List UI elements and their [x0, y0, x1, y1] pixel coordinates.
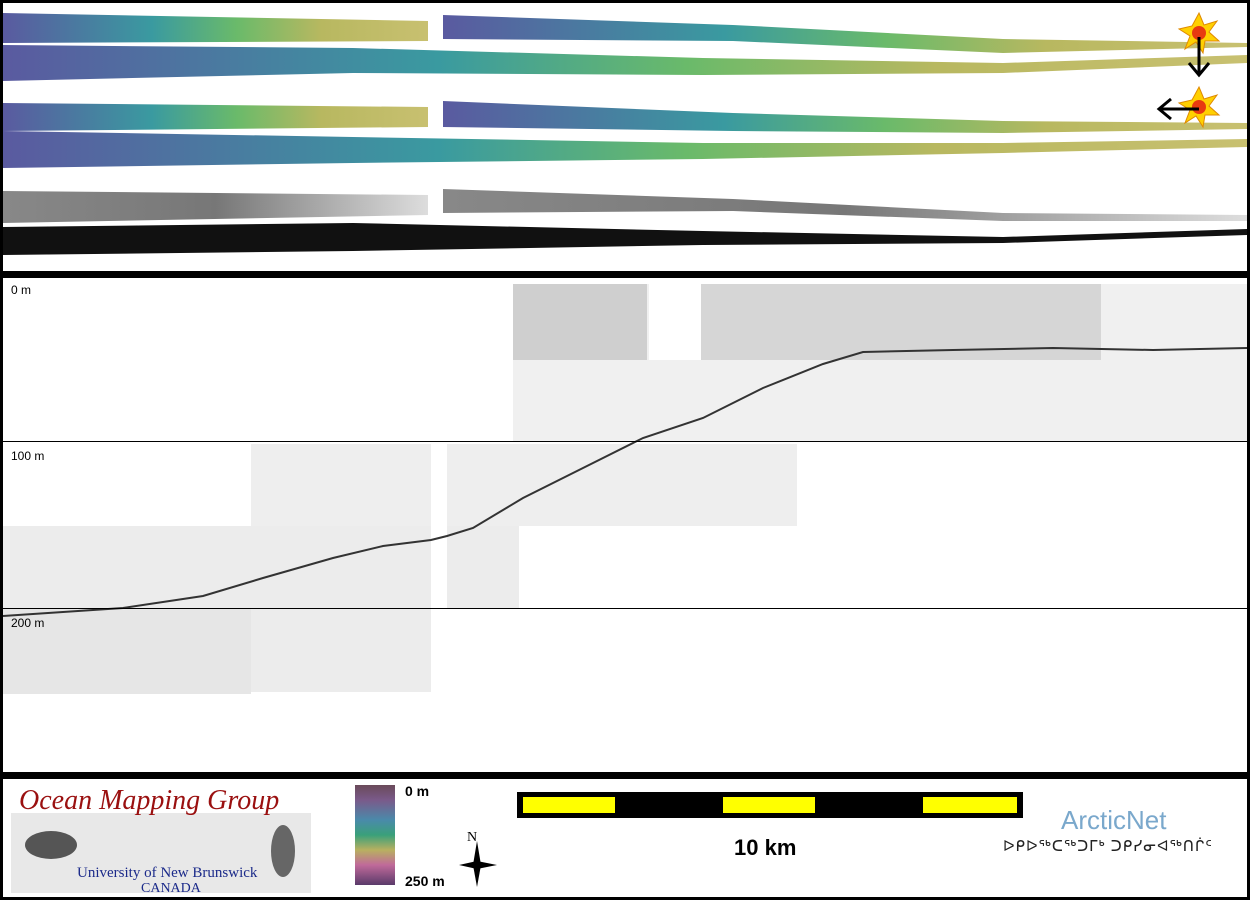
depth-colorbar — [355, 785, 395, 885]
org-subtitle: University of New Brunswick — [77, 865, 258, 881]
backscatter-strip — [443, 189, 1247, 221]
scale-segment — [523, 797, 615, 813]
depth-gridline — [3, 608, 1247, 609]
subbottom-profile-panel: 0 m 100 m 200 m — [3, 278, 1247, 772]
arrow-left-icon — [1156, 97, 1199, 121]
swath-strip — [3, 131, 1247, 168]
north-label: N — [467, 830, 477, 845]
legend-panel: Ocean Mapping Group University of New Br… — [3, 779, 1247, 897]
swath-strip — [3, 13, 428, 43]
scale-segment — [723, 797, 815, 813]
swath-map-panel — [3, 3, 1247, 271]
depth-label-200: 200 m — [11, 616, 45, 630]
north-arrow-icon: N — [459, 830, 497, 887]
ship-icon — [25, 831, 77, 859]
scale-label: 10 km — [734, 835, 797, 860]
swath-strip — [3, 103, 428, 131]
org-title: Ocean Mapping Group — [19, 785, 280, 816]
swath-strip — [3, 45, 1247, 81]
org-country: CANADA — [141, 881, 201, 896]
swath-strips — [3, 11, 1247, 255]
scale-bar — [517, 792, 1023, 818]
profile-image — [3, 284, 1247, 694]
colorbar-bottom-label: 250 m — [405, 873, 445, 889]
seabed-reflector — [3, 346, 1247, 617]
arcticnet-syllabics: ᐅᑭᐅᖅᑕᖅᑐᒥᒃ ᑐᑭᓯᓂᐊᖅᑎᒌᑦ — [1003, 838, 1213, 855]
swath-strip — [443, 15, 1247, 53]
backscatter-strip — [3, 223, 1247, 255]
arcticnet-logo: ArcticNet — [1061, 805, 1167, 835]
scale-segment — [923, 797, 1017, 813]
depth-label-100: 100 m — [11, 449, 45, 463]
colorbar-top-label: 0 m — [405, 783, 430, 799]
depth-label-0: 0 m — [11, 283, 32, 297]
sun-icon — [1177, 11, 1221, 55]
depth-gridline — [3, 441, 1247, 442]
seal-icon — [271, 825, 295, 877]
sun-icon — [1177, 85, 1221, 129]
arrow-down-icon — [1187, 37, 1211, 78]
ocean-mapping-group-logo: Ocean Mapping Group University of New Br… — [11, 783, 311, 896]
backscatter-strip — [3, 191, 428, 223]
swath-strip — [443, 101, 1247, 133]
